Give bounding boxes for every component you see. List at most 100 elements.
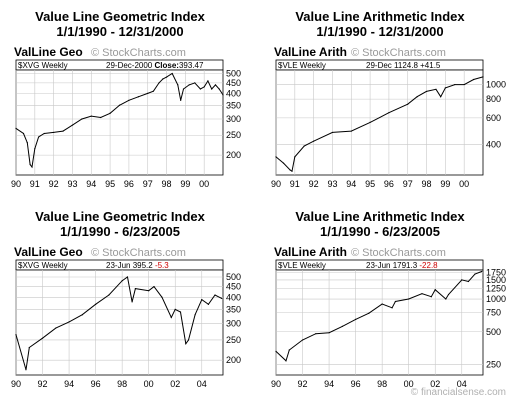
data-point [81, 118, 83, 120]
data-point [131, 301, 133, 303]
x-tick-label: 92 [309, 179, 319, 189]
y-tick-label: 1000 [486, 80, 506, 90]
chart-svg: ValLine Arith © StockCharts.com $VLE Weekl… [271, 45, 506, 189]
data-point [100, 116, 102, 119]
data-point [62, 130, 64, 132]
data-point [341, 325, 343, 328]
x-tick-label: 93 [327, 179, 337, 189]
x-tick-label: 92 [38, 379, 48, 389]
data-point [303, 145, 305, 147]
x-tick-label: 00 [404, 379, 414, 389]
data-point [194, 82, 196, 84]
data-point [43, 132, 45, 135]
data-point [445, 298, 447, 300]
data-point [158, 82, 160, 84]
x-tick-label: 98 [377, 379, 387, 389]
chart-panel-arith-1990-2005: Value Line Arithmetic Index 1/1/1990 - 6… [260, 200, 520, 400]
data-point [180, 99, 182, 101]
readout-date: 23-Jun [366, 261, 393, 270]
data-point [162, 78, 164, 80]
y-tick-label: 300 [226, 318, 241, 328]
x-tick-label: 91 [290, 179, 300, 189]
x-tick-label: 94 [64, 379, 74, 389]
data-point [71, 124, 74, 126]
data-point [187, 339, 190, 341]
data-point [355, 318, 357, 320]
data-point [188, 84, 190, 86]
data-point [313, 140, 315, 142]
x-tick-label: 92 [298, 379, 308, 389]
data-point [285, 360, 287, 362]
y-tick-label: 350 [226, 100, 241, 110]
data-point [315, 333, 317, 335]
data-point [161, 296, 163, 298]
data-point [174, 308, 176, 310]
data-point [90, 115, 92, 117]
data-point [37, 136, 40, 138]
data-point [108, 294, 110, 296]
y-tick-label: 500 [226, 272, 241, 282]
data-point [350, 130, 352, 132]
data-point [171, 72, 173, 75]
data-point [95, 303, 97, 305]
x-tick-label: 94 [324, 379, 334, 389]
watermark: © StockCharts.com [351, 247, 446, 259]
x-tick-label: 95 [105, 179, 115, 189]
y-tick-label: 1250 [486, 284, 506, 294]
x-tick-label: 00 [459, 179, 469, 189]
y-tick-label: 350 [226, 304, 241, 314]
chart-panel-geo-1990-2000: Value Line Geometric Index 1/1/1990 - 12… [0, 0, 260, 200]
plot-area [275, 269, 484, 376]
readout-label: Close: [154, 61, 178, 70]
x-tick-label: 04 [197, 379, 207, 389]
readout-value: 1124.8 [394, 61, 420, 70]
x-tick-label: 90 [271, 379, 281, 389]
y-tick-label: 300 [226, 114, 241, 124]
data-point [207, 80, 209, 82]
data-point [425, 90, 428, 93]
series-line [275, 271, 482, 362]
chart-subtitle: 1/1/1990 - 6/23/2005 [60, 224, 180, 239]
plot-area [15, 69, 224, 176]
data-point [369, 121, 371, 123]
x-tick-label: 96 [351, 379, 361, 389]
data-point [207, 303, 210, 305]
data-point [416, 96, 418, 98]
y-tick-label: 1750 [486, 268, 506, 278]
y-tick-label: 250 [226, 130, 241, 140]
x-tick-label: 02 [430, 379, 440, 389]
readout-date: 29-Dec-2000 [106, 61, 154, 70]
readout-change: +41.5 [420, 61, 441, 70]
data-point [152, 90, 154, 92]
data-point [381, 303, 383, 305]
readout: 29-Dec 1124.8 +41.5 [366, 61, 441, 70]
watermark: © StockCharts.com [91, 247, 186, 259]
readout-value: 395.2 [133, 261, 155, 270]
data-point [218, 88, 220, 90]
y-tick-label: 400 [486, 139, 501, 149]
data-point [170, 316, 172, 319]
data-point [185, 343, 187, 345]
series-name: ValLine Geo [14, 245, 83, 259]
x-tick-label: 98 [162, 179, 172, 189]
readout-date: 23-Jun [106, 261, 133, 270]
chart-svg: ValLine Arith © StockCharts.com $VLE Weekl… [271, 245, 506, 389]
data-point [28, 346, 30, 349]
x-tick-label: 97 [403, 179, 413, 189]
series-name: ValLine Arith [274, 45, 347, 59]
data-point [434, 289, 436, 291]
readout-value: 393.47 [179, 61, 204, 70]
chart-svg: ValLine Geo © StockCharts.com $XVG Weekly 2… [11, 45, 241, 189]
data-point [301, 339, 304, 341]
x-tick-label: 95 [365, 179, 375, 189]
data-point [34, 148, 36, 150]
data-point [137, 96, 139, 98]
plot-area [15, 269, 224, 376]
data-point [461, 279, 463, 281]
data-point [182, 88, 185, 90]
data-point [440, 96, 442, 98]
x-tick-label: 90 [11, 379, 21, 389]
x-tick-label: 96 [384, 179, 394, 189]
y-tick-label: 800 [486, 94, 501, 104]
data-point [126, 276, 129, 278]
